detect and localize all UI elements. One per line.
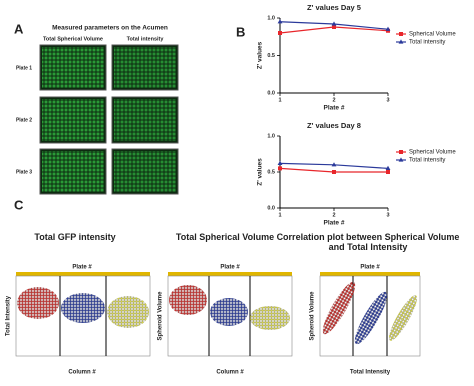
x-tick-label: 2 bbox=[332, 212, 335, 218]
x-label: Plate # bbox=[324, 220, 345, 227]
scatter-plot: Plate # Spheroid Volume Column # bbox=[158, 265, 293, 376]
marker bbox=[385, 26, 391, 31]
x-tick-label: 1 bbox=[278, 97, 281, 103]
plot-title: Total GFP intensity bbox=[34, 232, 116, 242]
y-label: Spheroid Volume bbox=[310, 291, 316, 341]
x-label: Total Intensity bbox=[350, 370, 391, 376]
legend-marker bbox=[399, 32, 403, 36]
row-label: Plate 2 bbox=[16, 117, 32, 123]
panel-label: C bbox=[14, 197, 24, 212]
legend-marker bbox=[399, 150, 403, 154]
x-label: Column # bbox=[216, 370, 244, 376]
legend-marker bbox=[398, 39, 404, 44]
marker bbox=[277, 19, 283, 24]
marker bbox=[278, 166, 282, 171]
plot-title: Total Spherical Volume bbox=[175, 232, 275, 242]
panel-label: A bbox=[14, 21, 24, 36]
legend-label: Spherical Volume bbox=[409, 150, 456, 156]
marker bbox=[278, 31, 282, 35]
top-label: Plate # bbox=[72, 265, 92, 271]
marker bbox=[277, 160, 283, 165]
marker bbox=[386, 170, 390, 174]
y-tick-label: 0.0 bbox=[267, 90, 275, 96]
x-tick-label: 1 bbox=[278, 212, 281, 218]
y-label: Spheroid Volume bbox=[158, 291, 164, 341]
x-label: Plate # bbox=[324, 105, 345, 112]
panel-label: B bbox=[236, 24, 245, 39]
y-label: Z' values bbox=[257, 41, 264, 69]
x-tick-label: 2 bbox=[332, 97, 335, 103]
marker bbox=[331, 162, 337, 167]
top-label: Plate # bbox=[360, 265, 380, 271]
legend-marker bbox=[398, 157, 404, 162]
x-tick-label: 3 bbox=[386, 97, 389, 103]
y-tick-label: 0.0 bbox=[267, 205, 275, 211]
top-label: Plate # bbox=[220, 265, 240, 271]
legend-label: Spherical Volume bbox=[409, 32, 456, 38]
legend-label: Total intensity bbox=[409, 40, 445, 46]
y-tick-label: 0.5 bbox=[267, 169, 275, 175]
chart-title: Z' values Day 8 bbox=[307, 121, 361, 130]
plate-images bbox=[39, 44, 179, 195]
chart-title: Z' values Day 5 bbox=[307, 3, 361, 12]
x-label: Column # bbox=[68, 370, 96, 376]
row-label: Plate 1 bbox=[16, 65, 32, 71]
x-tick-label: 3 bbox=[386, 212, 389, 218]
marker bbox=[332, 25, 336, 29]
marker bbox=[332, 170, 336, 174]
marker bbox=[331, 21, 337, 26]
legend-label: Total intensity bbox=[409, 158, 445, 164]
scatter-plot: Plate # Total Intensity Column # bbox=[6, 265, 151, 376]
column-header: Total intensity bbox=[127, 36, 165, 42]
y-label: Z' values bbox=[257, 158, 264, 186]
y-tick-label: 0.5 bbox=[267, 53, 275, 59]
scatter-plot: Plate # Spheroid Volume Total Intensity bbox=[310, 265, 421, 376]
y-tick-label: 1.0 bbox=[267, 133, 275, 139]
panel-title: Measured parameters on the Acumen bbox=[52, 25, 168, 32]
plot-title: Correlation plot between Spherical Volum… bbox=[276, 232, 460, 252]
row-label: Plate 3 bbox=[16, 169, 32, 175]
column-header: Total Spherical Volume bbox=[43, 36, 103, 42]
y-label: Total Intensity bbox=[6, 295, 12, 336]
y-tick-label: 1.0 bbox=[267, 15, 275, 21]
marker bbox=[385, 165, 391, 170]
